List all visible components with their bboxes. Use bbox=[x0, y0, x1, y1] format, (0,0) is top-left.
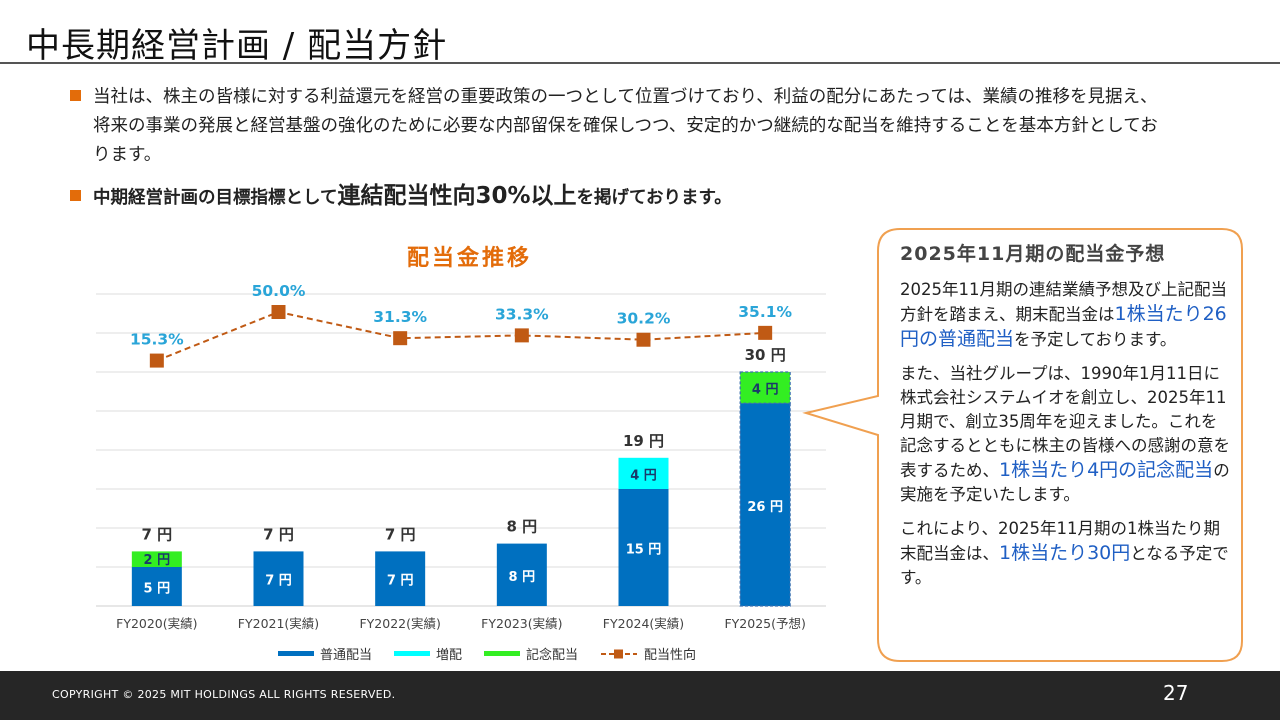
legend-label: 配当性向 bbox=[644, 648, 697, 663]
bar-value-label: 26 円 bbox=[747, 500, 783, 515]
bar-increase bbox=[618, 457, 669, 489]
bar-total-label: 8 円 bbox=[506, 518, 537, 536]
bar-value-label: 7 円 bbox=[387, 574, 414, 589]
bar-value-label: 4 円 bbox=[630, 468, 657, 483]
legend-label: 記念配当 bbox=[526, 648, 579, 663]
callout-highlight: 1株当たり30円 bbox=[999, 542, 1131, 564]
bar-value-label: 2 円 bbox=[144, 553, 171, 568]
legend-item-commemorative: 記念配当 bbox=[484, 644, 578, 663]
legend-swatch-regular bbox=[278, 651, 314, 656]
legend-label: 普通配当 bbox=[320, 648, 373, 663]
ratio-value-label: 15.3% bbox=[130, 331, 184, 349]
bar-commemorative bbox=[739, 371, 791, 404]
callout-text-segment: となる予定です。 bbox=[900, 544, 1229, 587]
legend-swatch-increase bbox=[394, 651, 431, 656]
ratio-line bbox=[156, 310, 766, 362]
chart-labels: 5 円 2 円 7 円 FY2020(実績) 7 円 7 円 FY2021(実績) 7 円 7 … bbox=[116, 282, 806, 631]
chart-legend: 普通配当 増配 記念配当 配当性向 bbox=[278, 644, 696, 663]
legend-item-regular: 普通配当 bbox=[278, 644, 372, 663]
callout-text-segment: を予定しております。 bbox=[1014, 330, 1177, 349]
callout-title: 2025年11月期の配当金予想 bbox=[900, 243, 1166, 265]
callout-text: 2025年11月期の配当金予想 2025年11月期の連結業績予想及び上記配当方針… bbox=[900, 242, 1230, 600]
ratio-value-label: 33.3% bbox=[495, 305, 549, 323]
callout-text-segment: これにより、2025年11月期の1株当たり期末配当金は、 bbox=[900, 519, 1220, 563]
x-tick-label: FY2021(実績) bbox=[238, 616, 319, 631]
x-tick-label: FY2023(実績) bbox=[481, 616, 562, 631]
bullet-square-icon bbox=[70, 90, 81, 101]
x-tick-label: FY2020(実績) bbox=[116, 616, 197, 631]
callout-highlight: 1株当たり4円の記念配当 bbox=[999, 459, 1214, 481]
bar-total-label: 7 円 bbox=[141, 525, 172, 543]
legend-swatch-commemorative bbox=[484, 651, 521, 656]
title-divider bbox=[0, 62, 1280, 64]
footer-bar: COPYRIGHT © 2025 MIT HOLDINGS ALL RIGHTS… bbox=[0, 671, 1280, 720]
target-text-highlight: 連結配当性向30%以上 bbox=[337, 183, 577, 209]
x-tick-label: FY2025(予想) bbox=[724, 616, 805, 631]
bar-commemorative bbox=[131, 551, 182, 567]
copyright-text: COPYRIGHT © 2025 MIT HOLDINGS ALL RIGHTS… bbox=[52, 688, 396, 701]
x-tick-label: FY2024(実績) bbox=[603, 616, 684, 631]
legend-ratio-icon bbox=[601, 649, 638, 658]
chart-bars bbox=[131, 371, 791, 607]
ratio-value-label: 30.2% bbox=[617, 310, 671, 328]
callout-paragraph-3: これにより、2025年11月期の1株当たり期末配当金は、1株当たり30円となる予… bbox=[900, 517, 1230, 590]
bar-total-label: 7 円 bbox=[263, 525, 294, 543]
callout-paragraph-1: 2025年11月期の連結業績予想及び上記配当方針を踏まえ、期末配当金は1株当たり… bbox=[900, 278, 1230, 352]
ratio-marker bbox=[514, 328, 529, 343]
bar-regular bbox=[253, 551, 304, 606]
chart-grid bbox=[96, 293, 826, 607]
dividend-policy-text: 当社は、株主の皆様に対する利益還元を経営の重要政策の一つとして位置づけており、利… bbox=[93, 87, 1158, 165]
page-title: 中長期経営計画 / 配当方針 bbox=[26, 26, 448, 66]
bar-regular bbox=[131, 567, 182, 606]
page-number: 27 bbox=[1163, 681, 1189, 705]
callout-paragraph-2: また、当社グループは、1990年1月11日に株式会社システムイオを創立し、202… bbox=[900, 362, 1230, 507]
chart-ratio-line bbox=[149, 305, 773, 368]
callout-bubble bbox=[802, 228, 1243, 662]
legend-item-ratio: 配当性向 bbox=[600, 644, 696, 663]
bar-regular bbox=[618, 489, 669, 606]
ratio-value-label: 35.1% bbox=[738, 303, 792, 321]
ratio-marker bbox=[636, 332, 651, 347]
target-indicator-text: 中期経営計画の目標指標として連結配当性向30%以上を掲げております。 bbox=[93, 176, 732, 210]
target-text-c: を掲げております。 bbox=[576, 188, 732, 208]
legend-item-increase: 増配 bbox=[394, 644, 462, 663]
bar-value-label: 7 円 bbox=[265, 574, 292, 589]
bar-total-label: 30 円 bbox=[745, 346, 786, 364]
callout-text-segment: の実施を予定いたします。 bbox=[900, 461, 1230, 504]
ratio-value-label: 50.0% bbox=[252, 282, 306, 300]
bullet-square-icon bbox=[70, 190, 81, 201]
ratio-marker bbox=[271, 305, 286, 319]
bar-value-label: 4 円 bbox=[752, 383, 779, 398]
bar-total-label: 7 円 bbox=[385, 525, 416, 543]
bar-value-label: 15 円 bbox=[626, 543, 662, 558]
x-tick-label: FY2022(実績) bbox=[359, 616, 440, 631]
bar-regular bbox=[496, 543, 547, 606]
chart-title: 配当金推移 bbox=[407, 246, 533, 271]
bar-value-label: 8 円 bbox=[509, 570, 536, 585]
bar-total-label: 19 円 bbox=[623, 432, 664, 450]
ratio-value-label: 31.3% bbox=[373, 308, 427, 326]
bar-value-label: 5 円 bbox=[144, 582, 171, 597]
target-text-a: 中期経営計画の目標指標として bbox=[93, 188, 338, 208]
legend-label: 増配 bbox=[436, 648, 463, 663]
ratio-marker bbox=[149, 353, 164, 368]
bar-regular bbox=[375, 551, 426, 606]
callout-text-segment: 2025年11月期の連結業績予想及び上記配当方針を踏まえ、期末配当金は bbox=[900, 280, 1227, 324]
callout-highlight: 1株当たり26円の普通配当 bbox=[900, 303, 1227, 350]
ratio-marker bbox=[393, 331, 408, 346]
callout-text-segment: また、当社グループは、1990年1月11日に株式会社システムイオを創立し、202… bbox=[900, 364, 1230, 480]
ratio-marker bbox=[758, 325, 773, 340]
